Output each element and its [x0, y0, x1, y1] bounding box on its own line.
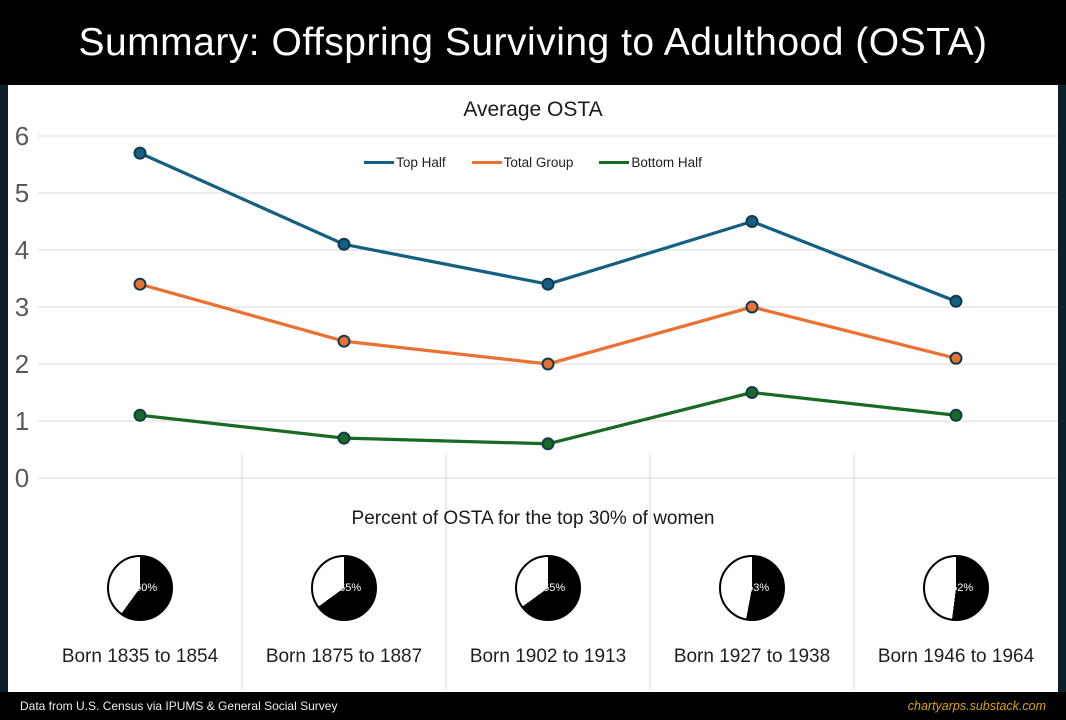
- pie-percent-label: 52%: [951, 582, 974, 594]
- series-line-bottom-half: [138, 390, 958, 446]
- chart-area: Average OSTA Top Half Total Group Bottom H…: [8, 85, 1058, 692]
- pie-chart: 60%: [107, 555, 173, 621]
- series-line-total-group: [138, 282, 958, 366]
- footer-source: Data from U.S. Census via IPUMS & Genera…: [20, 699, 338, 713]
- data-point-total-group: [949, 351, 963, 365]
- pie-percent-label: 60%: [135, 582, 158, 594]
- legend-label: Bottom Half: [631, 155, 702, 170]
- pie-chart: 53%: [719, 555, 785, 621]
- left-border: [0, 85, 8, 692]
- pie-percent-label: 53%: [747, 582, 770, 594]
- legend-swatch-icon: [364, 160, 395, 165]
- data-point-top-half: [133, 146, 147, 160]
- pie-chart: 52%: [923, 555, 989, 621]
- legend-swatch-icon: [599, 160, 630, 165]
- legend: Top Half Total Group Bottom Half: [8, 155, 1058, 170]
- category-label: Born 1835 to 1854: [61, 646, 219, 667]
- footer-bar: Data from U.S. Census via IPUMS & Genera…: [0, 692, 1066, 720]
- category-label: Born 1902 to 1913: [469, 646, 627, 667]
- category-label: Born 1946 to 1964: [877, 646, 1035, 667]
- legend-label: Total Group: [503, 155, 574, 170]
- data-point-total-group: [745, 300, 759, 314]
- data-point-top-half: [541, 277, 555, 291]
- page-title: Summary: Offspring Surviving to Adulthoo…: [78, 20, 988, 64]
- legend-item-total-group: Total Group: [471, 155, 574, 170]
- data-point-total-group: [541, 357, 555, 371]
- pie-chart: 65%: [311, 555, 377, 621]
- category-label: Born 1927 to 1938: [673, 646, 831, 667]
- header-bar: Summary: Offspring Surviving to Adulthoo…: [0, 0, 1066, 85]
- data-point-top-half: [337, 237, 351, 251]
- data-point-top-half: [949, 294, 963, 308]
- legend-item-top-half: Top Half: [364, 155, 446, 170]
- data-point-top-half: [745, 215, 759, 228]
- data-point-bottom-half: [745, 386, 759, 399]
- pie-chart: 65%: [515, 555, 581, 621]
- category-label: Born 1875 to 1887: [265, 646, 423, 667]
- data-point-bottom-half: [541, 437, 555, 451]
- data-point-bottom-half: [133, 408, 147, 422]
- pie-percent-label: 65%: [339, 582, 362, 594]
- footer-site-link[interactable]: chartyarps.substack.com: [907, 699, 1046, 713]
- data-point-total-group: [133, 277, 147, 291]
- data-point-bottom-half: [337, 431, 351, 445]
- data-point-total-group: [337, 334, 351, 348]
- pie-panel-title: Percent of OSTA for the top 30% of women: [351, 508, 715, 529]
- legend-swatch-icon: [471, 160, 502, 165]
- line-chart-plot: [38, 135, 1058, 691]
- legend-item-bottom-half: Bottom Half: [599, 155, 702, 170]
- data-point-bottom-half: [949, 408, 963, 422]
- legend-label: Top Half: [396, 155, 446, 170]
- right-border: [1058, 85, 1066, 692]
- line-chart-title: Average OSTA: [463, 98, 603, 121]
- pie-percent-label: 65%: [543, 582, 566, 594]
